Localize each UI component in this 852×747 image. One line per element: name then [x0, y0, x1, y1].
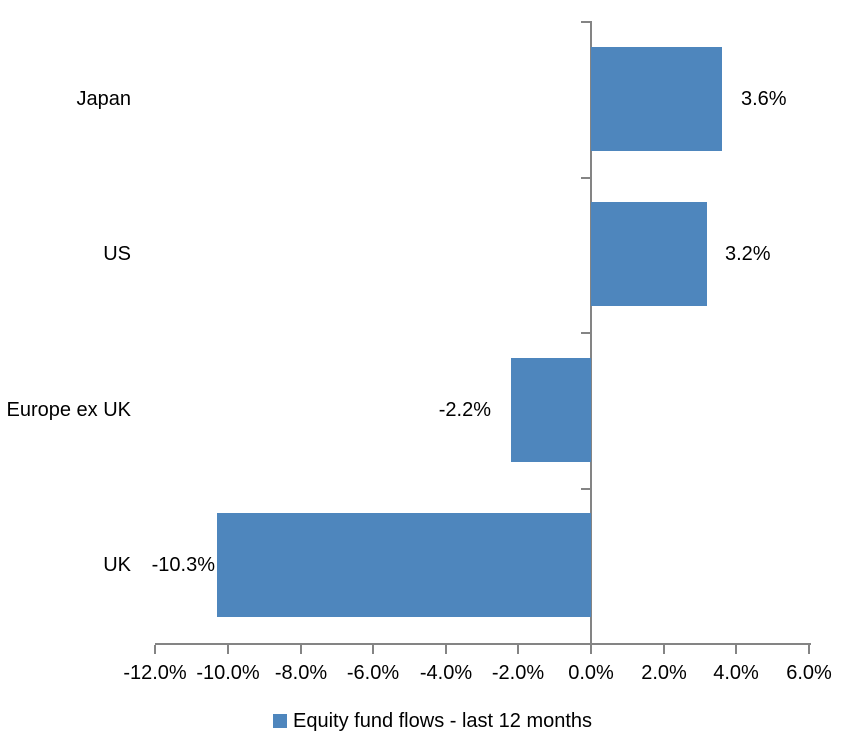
legend: Equity fund flows - last 12 months: [273, 709, 592, 733]
x-axis-tick-label: 0.0%: [568, 662, 614, 684]
bar-us: [591, 202, 707, 306]
x-axis-tick-label: 6.0%: [786, 662, 832, 684]
x-axis-tick: [808, 645, 810, 654]
x-axis-tick: [517, 645, 519, 654]
x-axis-tick: [372, 645, 374, 654]
category-label-us: US: [103, 243, 131, 266]
y-axis-zero-line: [590, 21, 592, 645]
x-axis-tick-label: 2.0%: [641, 662, 687, 684]
x-axis-tick: [154, 645, 156, 654]
category-label-japan: Japan: [76, 87, 132, 110]
y-axis-tick: [581, 177, 590, 179]
x-axis-tick-label: -6.0%: [346, 662, 400, 684]
value-label-us: 3.2%: [725, 243, 771, 266]
value-label-europe-ex-uk: -2.2%: [438, 398, 491, 421]
x-axis-tick: [227, 645, 229, 654]
x-axis-tick: [300, 645, 302, 654]
category-label-europe-ex-uk: Europe ex UK: [6, 398, 131, 421]
x-axis-tick-label: -12.0%: [123, 662, 187, 684]
x-axis-tick-label: 4.0%: [713, 662, 759, 684]
x-axis-tick: [735, 645, 737, 654]
value-label-japan: 3.6%: [741, 87, 787, 110]
x-axis-tick-label: -10.0%: [196, 662, 260, 684]
y-axis-tick: [581, 21, 590, 23]
x-axis-tick: [590, 645, 592, 654]
bar-europe-ex-uk: [511, 358, 591, 462]
category-label-uk: UK: [103, 554, 131, 577]
legend-series-label: Equity fund flows - last 12 months: [293, 710, 593, 732]
x-axis-tick-label: -4.0%: [419, 662, 473, 684]
x-axis-tick-label: -2.0%: [491, 662, 545, 684]
value-label-uk: -10.3%: [151, 554, 215, 577]
x-axis-tick-label: -8.0%: [274, 662, 328, 684]
bar-uk: [217, 513, 591, 617]
x-axis-line: [155, 643, 811, 645]
x-axis-tick: [445, 645, 447, 654]
y-axis-tick: [581, 488, 590, 490]
x-axis-tick: [663, 645, 665, 654]
bar-japan: [591, 47, 722, 151]
legend-color-swatch-icon: [273, 714, 287, 728]
y-axis-tick: [581, 332, 590, 334]
